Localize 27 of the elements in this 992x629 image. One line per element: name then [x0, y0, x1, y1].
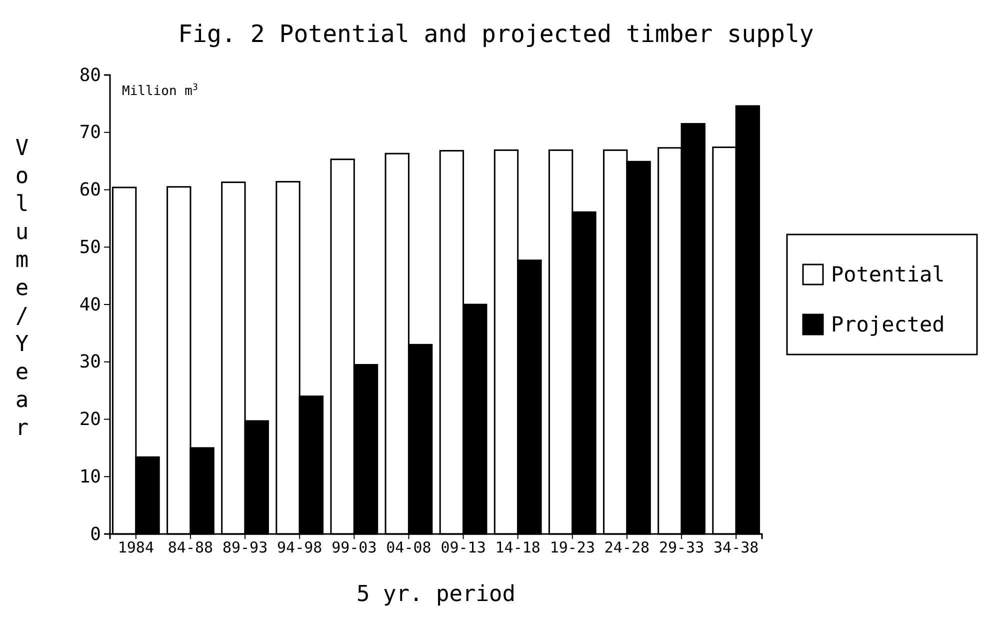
- legend-label: Potential: [831, 262, 945, 286]
- x-tick-label: 34-38: [714, 538, 759, 557]
- y-tick-label: 0: [90, 524, 101, 545]
- y-tick-label: 50: [79, 236, 101, 258]
- x-tick-label: 24-28: [604, 538, 650, 557]
- y-tick-label: 20: [79, 409, 101, 430]
- annotation: Million m$^{3}$: [122, 83, 198, 99]
- text: Volume/Year: [15, 136, 29, 441]
- y-tick-label: 40: [79, 294, 101, 316]
- chart-title: Fig. 2 Potential and projected timber supply: [178, 20, 814, 48]
- x-tick-label: 1984: [118, 538, 154, 557]
- x-tick-label: 19-23: [550, 538, 595, 557]
- x-tick-label: 84-88: [168, 538, 214, 557]
- y-tick-label: 80: [79, 64, 101, 86]
- x-tick-label: 09-13: [440, 538, 486, 557]
- x-tick-label: 99-03: [332, 538, 377, 557]
- x-tick-label: 14-18: [495, 538, 540, 557]
- y-tick-label: 30: [79, 352, 101, 373]
- y-tick-label: 70: [79, 122, 101, 144]
- legend-label: Projected: [831, 312, 945, 336]
- y-tick-label: 60: [79, 180, 101, 201]
- x-tick-label: 89-93: [222, 538, 268, 557]
- x-tick-label: 04-08: [386, 538, 432, 557]
- x-axis-title: 5 yr. period: [356, 582, 516, 607]
- y-tick-label: 10: [79, 466, 101, 488]
- x-tick-label: 94-98: [277, 538, 322, 557]
- x-tick-label: 29-33: [658, 538, 704, 557]
